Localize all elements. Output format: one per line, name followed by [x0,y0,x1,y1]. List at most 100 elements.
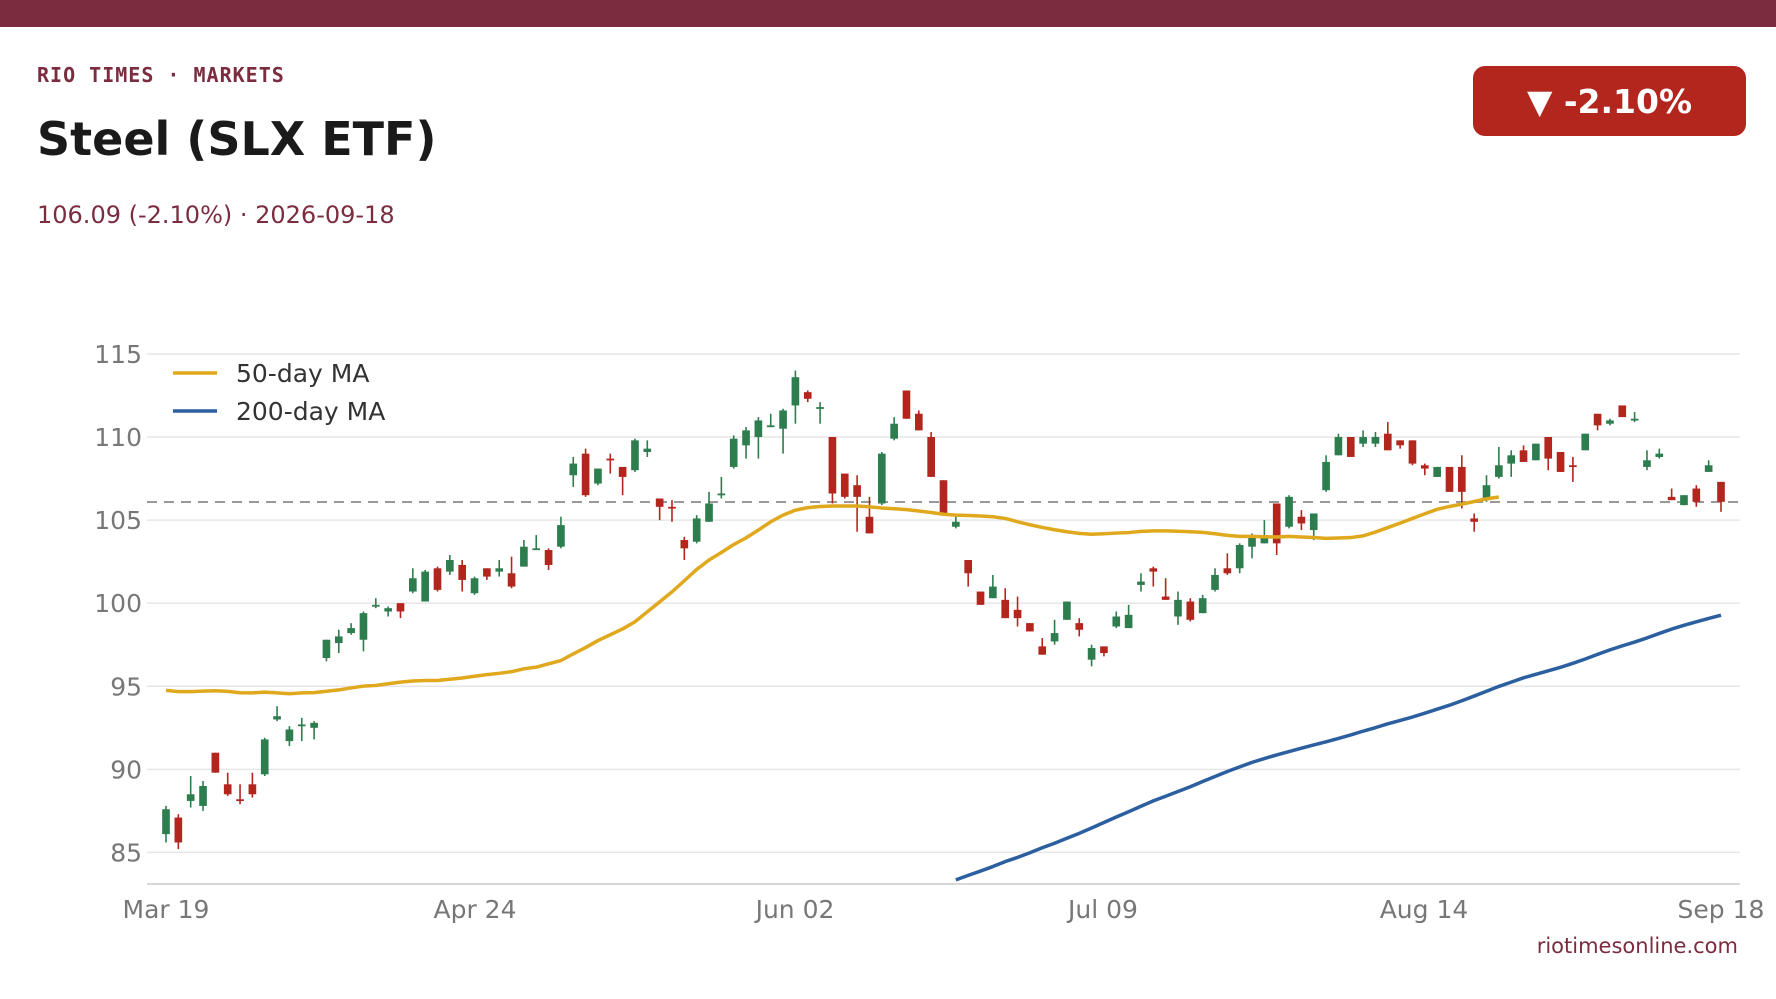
candle [1075,618,1084,637]
candle [1297,510,1306,531]
candle [964,559,973,587]
candle-body [1556,451,1565,472]
candle [1285,495,1293,529]
candle-body [680,540,689,549]
candle [1532,443,1540,461]
candle-body [1346,437,1355,457]
legend: 50-day MA 200-day MA [173,359,385,426]
candle [1309,513,1318,541]
candle [260,737,269,776]
candle [1680,495,1688,506]
candle-body [1680,495,1688,506]
candle-body [446,559,454,572]
candle-body [1606,420,1614,424]
candle-body [643,448,652,452]
candle [384,606,392,617]
candle [1420,463,1429,476]
candle-body [1717,481,1725,502]
candle [211,752,220,773]
candle-body [1593,413,1602,426]
candlestick-chart: 85 90 95 100 105 110 115 Mar 19 Apr 24 Jun 02 Jul… [94,340,1765,924]
candle-body [334,636,343,644]
candle-body [1248,535,1256,547]
candle-body [1458,466,1466,492]
candle [544,548,553,570]
candle [1495,446,1503,479]
legend-label-ma200: 200-day MA [236,397,385,426]
candle [779,408,787,454]
candle [1001,588,1010,619]
candle [1346,437,1355,457]
candle [359,611,368,652]
candle [334,629,343,654]
candle-body [236,799,244,802]
candle-body [1655,453,1664,457]
candle [1618,405,1627,418]
candle [483,568,491,580]
candle [1383,422,1392,451]
candle [446,554,454,575]
candle [1137,573,1145,592]
candle [421,569,429,602]
candle [1260,520,1269,544]
candle [1174,591,1182,625]
candle-body [1322,461,1330,491]
y-tick-label: 85 [110,838,142,867]
candle-body [285,729,294,742]
candle-body [359,613,368,640]
candle-body [1112,616,1121,627]
candle [655,498,664,521]
candle-body [581,453,590,496]
candle [1556,451,1565,472]
candle-body [273,716,281,720]
candle [729,435,738,469]
candle [1655,448,1664,459]
candle [1371,432,1380,447]
candle-body [1445,466,1454,492]
candle-body [421,571,429,602]
candle [643,440,652,457]
x-tick-label: Jun 02 [754,895,835,924]
candle-body [1569,465,1577,468]
candle-body [211,752,220,773]
candle [717,476,726,499]
candle [569,456,578,487]
candle [618,466,627,496]
candle [1013,596,1022,627]
candle-body [458,564,467,580]
candle-body [779,410,787,429]
candle [1593,413,1602,431]
legend-label-ma50: 50-day MA [236,359,369,388]
top-brand-bar [0,0,1776,27]
candle-body [705,503,713,522]
candle [199,780,207,811]
candle-body [162,809,170,835]
candle [1186,598,1195,622]
candle-body [260,739,269,775]
candle [803,390,812,403]
candle-body [507,573,516,587]
candle [1087,644,1096,667]
candle [1519,445,1528,462]
candle [742,427,750,459]
candle-body [1087,648,1096,660]
candle-body [729,438,738,467]
candle [1445,466,1454,492]
candle-body [1507,455,1516,464]
candle-body [816,407,824,409]
candle [828,437,837,504]
candle-body [1013,609,1022,619]
candle-body [186,794,195,801]
candle-body [1667,496,1676,501]
candle-body [692,518,701,542]
candle-body [766,425,775,428]
candle-body [1470,518,1479,522]
candle-body [1223,568,1232,574]
candle-body [1433,466,1441,477]
candle-body [1408,440,1417,464]
section-kicker: RIO TIMES · MARKETS [37,63,285,87]
x-tick-label: Sep 18 [1678,895,1765,924]
candle [1272,503,1281,555]
candle [174,814,183,850]
candle-body [964,559,973,574]
